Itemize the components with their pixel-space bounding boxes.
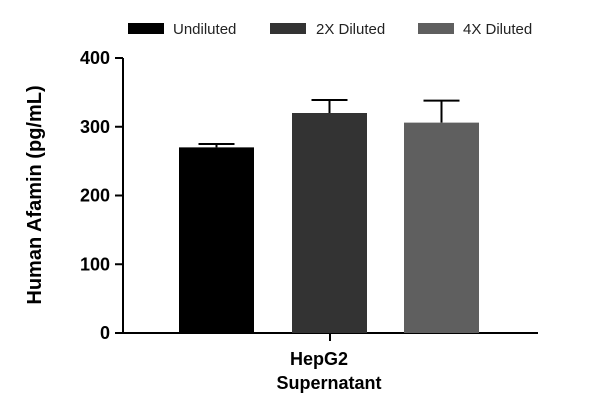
- bars: [179, 98, 479, 333]
- y-tick-label: 200: [80, 186, 110, 206]
- y-tick-label: 300: [80, 117, 110, 137]
- legend-label: Undiluted: [173, 21, 236, 38]
- category-label-line-1: HepG2: [290, 349, 348, 369]
- bar: [292, 113, 367, 333]
- y-axis-title: Human Afamin (pg/mL): [24, 85, 46, 304]
- legend-swatch: [270, 23, 306, 34]
- bar: [179, 147, 254, 333]
- legend-label: 4X Diluted: [463, 21, 532, 38]
- legend-swatch: [418, 23, 454, 34]
- x-axis: [122, 332, 538, 341]
- y-tick-label: 100: [80, 254, 110, 274]
- y-tick-label: 0: [100, 323, 110, 343]
- legend: Undiluted 2X Diluted 4X Diluted: [128, 21, 532, 38]
- bar: [404, 122, 479, 333]
- y-tick-label: 400: [80, 48, 110, 68]
- category-label-line-2: Supernatant: [276, 373, 381, 393]
- y-axis: 0 100 200 300 400: [80, 48, 124, 343]
- legend-label: 2X Diluted: [316, 21, 385, 38]
- legend-swatch: [128, 23, 164, 34]
